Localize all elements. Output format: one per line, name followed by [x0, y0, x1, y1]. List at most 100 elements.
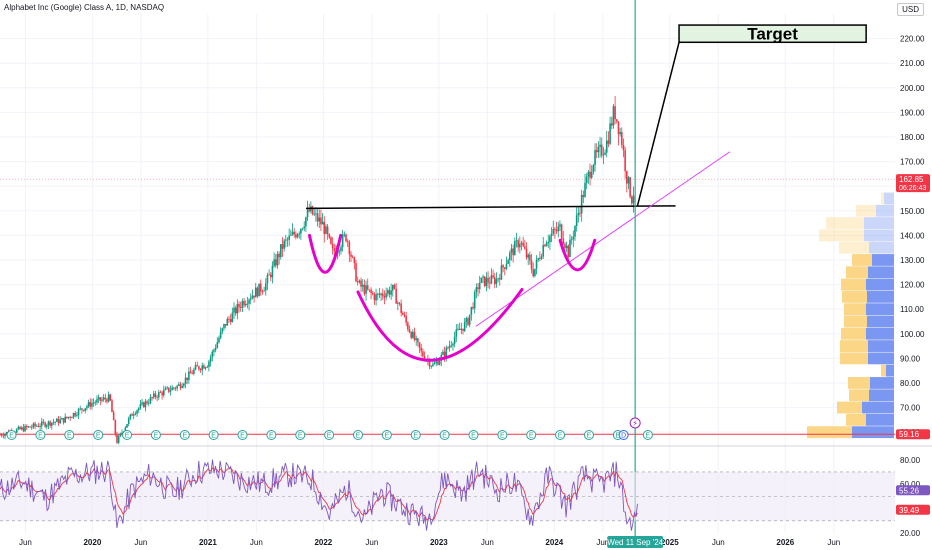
candle-body [455, 329, 458, 337]
candle-body [173, 387, 175, 389]
rsi-pane [0, 459, 895, 531]
candle-body [595, 150, 598, 153]
candle-body [141, 402, 143, 405]
candle-body [223, 324, 225, 329]
candle-body [71, 417, 73, 419]
candle-body [589, 171, 591, 178]
candle-body [196, 365, 199, 367]
candle-body [330, 237, 332, 244]
candle-body [584, 182, 586, 197]
candle-body [231, 312, 234, 323]
target-box [678, 24, 867, 44]
earnings-marker-label: E [616, 433, 621, 440]
candle-body [407, 322, 409, 330]
volume-profile-bar-down [866, 327, 894, 340]
candle-body [418, 342, 421, 348]
candle-body [420, 347, 423, 352]
price-tick-label: 190.00 [900, 108, 925, 117]
candle-body [620, 132, 623, 145]
price-tick-label: 120.00 [900, 281, 925, 290]
candle-body [4, 433, 6, 437]
candle-body [5, 431, 8, 434]
time-tick-label: Jun [827, 538, 840, 547]
candle-body [183, 383, 185, 387]
candle-body [271, 265, 274, 278]
candle-body [487, 277, 489, 283]
candle-body [340, 247, 342, 251]
candle-body [154, 393, 157, 397]
earnings-marker-label: E [67, 433, 72, 440]
candle-body [35, 425, 38, 427]
candle-body [218, 338, 220, 343]
candle-body [343, 234, 346, 236]
candle-body [515, 240, 518, 242]
candle-body [497, 278, 499, 280]
candle-body [552, 229, 555, 234]
earnings-marker-label: E [587, 433, 592, 440]
candle-body [224, 324, 227, 326]
candle-body [519, 243, 521, 248]
candle-body [525, 248, 528, 258]
volume-profile-bar-up [837, 401, 862, 414]
candle-body [371, 292, 374, 295]
candle-body [52, 422, 55, 424]
earnings-marker-label: E [211, 433, 216, 440]
earnings-marker [410, 430, 421, 440]
candle-body [214, 347, 217, 350]
time-tick-label: 2021 [199, 538, 217, 547]
currency-button[interactable]: USD [897, 3, 924, 16]
candle-body [341, 234, 344, 248]
candle-body [61, 418, 63, 420]
candle-body [468, 314, 471, 325]
candle-body [540, 256, 543, 259]
candle-body [166, 387, 168, 389]
candle-body [562, 238, 565, 244]
candle-body [229, 319, 232, 323]
rsi-line [0, 459, 638, 531]
candle-body [555, 230, 558, 232]
candle-body [500, 265, 503, 280]
candle-body [20, 427, 23, 430]
candle-body [169, 390, 172, 392]
candle-body [308, 209, 311, 212]
earnings-marker-label: E [385, 433, 390, 440]
candle-body [246, 303, 249, 305]
candle-body [445, 347, 448, 358]
candle-body [248, 299, 250, 304]
candle-body [2, 435, 5, 437]
candle-body [49, 421, 51, 426]
candle-body [57, 418, 60, 424]
candle-body [79, 408, 82, 410]
candle-body [450, 345, 453, 347]
candle-body [350, 254, 352, 257]
candle-body [530, 260, 533, 270]
candle-body [76, 415, 78, 416]
volume-profile-bar-up [848, 377, 870, 389]
candle-body [527, 254, 529, 258]
volume-profile-bar-down [867, 315, 894, 328]
candle-body [186, 377, 189, 380]
candle-body [435, 361, 438, 363]
candle-body [547, 241, 550, 244]
candle-body [398, 302, 401, 304]
candle-body [241, 300, 244, 308]
candle-body [577, 212, 580, 216]
volume-profile-bar-up [841, 278, 866, 291]
candle-body [517, 240, 519, 248]
candle-body [602, 154, 605, 156]
candle-body [256, 287, 259, 297]
candle-body [537, 258, 540, 260]
candle-body [472, 306, 474, 309]
volume-profile-bar-up [826, 217, 864, 229]
candle-body [579, 212, 581, 214]
candle-body [368, 289, 371, 291]
candle-body [168, 387, 170, 392]
candle-body [316, 213, 319, 222]
candle-body [34, 423, 36, 426]
candle-body [565, 245, 568, 249]
candle-body [206, 366, 209, 368]
time-tick-label: Jun [596, 538, 609, 547]
earnings-marker [122, 430, 133, 440]
candle-body [410, 332, 412, 338]
